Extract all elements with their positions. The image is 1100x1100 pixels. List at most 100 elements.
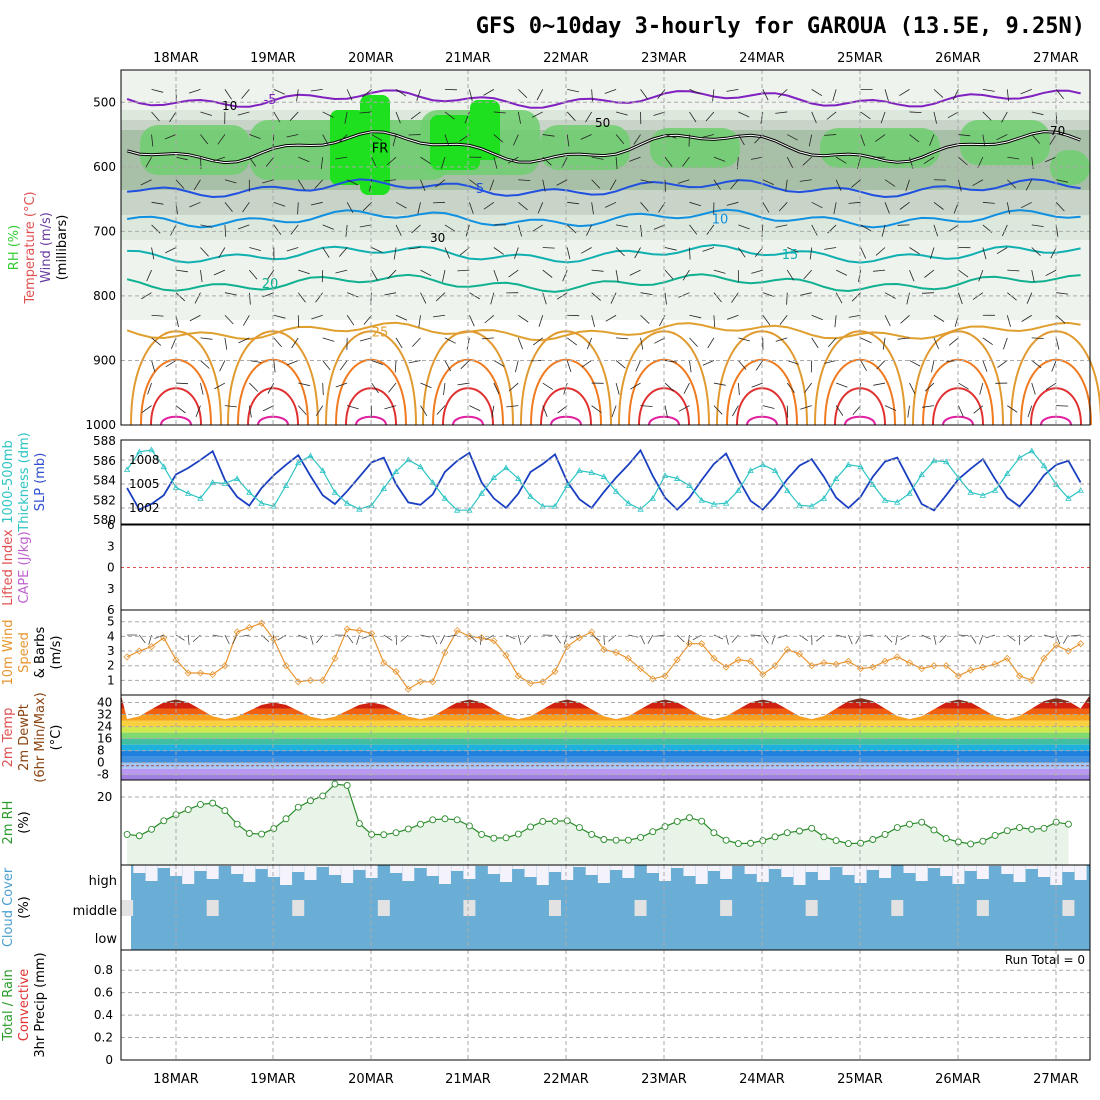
wind-barb bbox=[1031, 134, 1041, 144]
cloud-high-gap bbox=[585, 865, 598, 875]
wind-barb bbox=[145, 156, 152, 168]
wind-barb bbox=[338, 247, 348, 257]
rh-point bbox=[637, 834, 644, 841]
wind-barb bbox=[542, 269, 553, 278]
thickness-point bbox=[784, 487, 791, 493]
wind-speed-point bbox=[1040, 654, 1048, 662]
wind-barb bbox=[249, 382, 259, 392]
thickness-point bbox=[368, 501, 375, 508]
wind-barb bbox=[518, 314, 529, 323]
wind-barb-10m bbox=[432, 634, 438, 645]
wind-barb bbox=[591, 269, 604, 272]
wind-barb bbox=[359, 337, 372, 342]
rh-moist-patch bbox=[1050, 150, 1090, 185]
wind-barb bbox=[615, 382, 620, 395]
wind-barb bbox=[1006, 202, 1010, 215]
rh-point bbox=[661, 823, 669, 831]
wind-barb bbox=[298, 382, 310, 387]
wind-barb bbox=[165, 247, 177, 254]
cloud-high-gap bbox=[879, 865, 892, 878]
wind-barb bbox=[827, 337, 837, 348]
wind-barb bbox=[298, 156, 310, 163]
wind-speed-line bbox=[126, 622, 1081, 690]
wind-barb bbox=[297, 292, 306, 303]
cloud-high-gap bbox=[157, 865, 170, 868]
wind-barb bbox=[315, 292, 324, 303]
wind-barb bbox=[224, 179, 237, 184]
temperature-contour bbox=[126, 89, 1081, 109]
wind-barb bbox=[1020, 88, 1032, 95]
thickness-point bbox=[490, 474, 498, 480]
rh-point bbox=[649, 828, 657, 836]
wind-barb bbox=[615, 134, 625, 144]
wind-barb bbox=[273, 314, 286, 319]
wind-barb bbox=[188, 88, 201, 94]
wind-barb bbox=[395, 224, 402, 236]
wind-barb bbox=[224, 224, 227, 237]
thickness-point bbox=[441, 494, 449, 501]
wind-barb bbox=[347, 405, 359, 410]
wind-barb bbox=[640, 224, 643, 237]
wind-barb bbox=[1007, 179, 1017, 189]
wind-barb bbox=[262, 179, 274, 184]
thickness-point bbox=[380, 485, 388, 491]
rh-point bbox=[539, 818, 547, 825]
wind-barb bbox=[713, 315, 716, 328]
rh-point bbox=[918, 818, 926, 826]
wind-barb bbox=[909, 247, 920, 255]
wind-barb bbox=[732, 405, 739, 417]
wind-barb bbox=[224, 337, 228, 350]
cloud-layer-label: middle bbox=[73, 904, 117, 919]
wind-speed-point bbox=[624, 654, 632, 662]
rh-point bbox=[1003, 827, 1011, 835]
wind-barb bbox=[384, 179, 397, 182]
wind-barb bbox=[1020, 201, 1032, 209]
wind-barb bbox=[884, 89, 889, 102]
cloud-high-gap bbox=[451, 865, 464, 871]
date-label-bottom: 22MAR bbox=[543, 1072, 589, 1087]
wind-barb bbox=[200, 247, 209, 257]
wind-barb bbox=[640, 337, 644, 350]
thickness-point bbox=[417, 463, 424, 470]
wind-barb bbox=[860, 224, 872, 232]
wind-barb bbox=[833, 202, 837, 215]
wind-barb bbox=[345, 224, 348, 237]
axis-title: (%) bbox=[17, 896, 32, 919]
slp-tick: 1008 bbox=[129, 453, 160, 467]
wind-barb-10m bbox=[356, 634, 360, 645]
wind-barb bbox=[556, 179, 568, 186]
wind-barb bbox=[249, 156, 257, 168]
cloud-middle-gap bbox=[634, 900, 647, 916]
wind-barb bbox=[347, 292, 359, 298]
wind-barb bbox=[531, 111, 543, 118]
wind-barb bbox=[909, 382, 916, 394]
rh-point bbox=[478, 830, 486, 838]
wind-speed-point bbox=[514, 672, 522, 680]
wind-speed-point bbox=[526, 679, 535, 687]
wind-barb bbox=[630, 382, 641, 390]
pressure-tick: 800 bbox=[93, 289, 116, 303]
wind-barb bbox=[754, 247, 764, 258]
rh-point bbox=[392, 829, 400, 837]
wind-barb bbox=[947, 111, 959, 119]
wind-barb bbox=[750, 156, 763, 160]
wind-barb-10m bbox=[676, 634, 685, 643]
cloud-high-gap bbox=[927, 865, 940, 868]
wind-barb bbox=[591, 202, 594, 215]
wind-barb bbox=[290, 224, 299, 235]
cloud-high-gap bbox=[793, 865, 806, 885]
temperature-band bbox=[121, 744, 1090, 751]
wind-barb bbox=[242, 315, 250, 326]
rh-point bbox=[600, 836, 608, 843]
rh-point bbox=[612, 836, 620, 844]
wind-barb bbox=[335, 156, 348, 160]
wind-barb bbox=[933, 89, 944, 98]
wind-barb-10m bbox=[692, 634, 702, 641]
cloud-high-gap bbox=[1037, 865, 1050, 877]
rh-saturated-patch bbox=[470, 100, 500, 160]
pressure-tick: 600 bbox=[93, 160, 116, 174]
thickness-point bbox=[894, 498, 901, 505]
wind-barb bbox=[581, 247, 592, 254]
wind-barb bbox=[811, 224, 818, 236]
wind-barb bbox=[444, 247, 450, 259]
